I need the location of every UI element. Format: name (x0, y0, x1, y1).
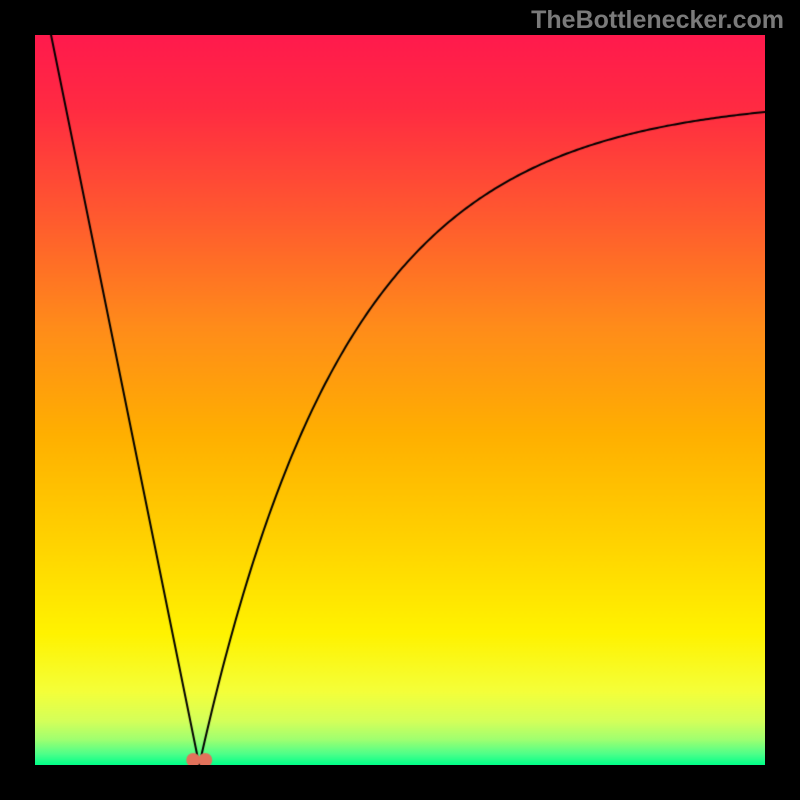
chart-frame: TheBottlenecker.com (0, 0, 800, 800)
plot-area (35, 35, 765, 765)
plot-canvas (35, 35, 765, 765)
watermark-text: TheBottlenecker.com (531, 6, 784, 35)
